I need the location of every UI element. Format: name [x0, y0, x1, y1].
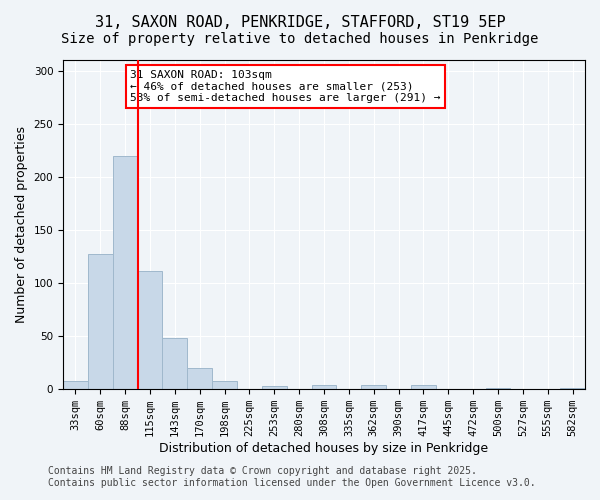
Bar: [137, 272, 163, 389]
Bar: [113, 156, 137, 389]
Bar: [63, 380, 88, 389]
Bar: [187, 368, 212, 389]
Bar: [163, 338, 187, 389]
Bar: [361, 385, 386, 389]
Bar: [88, 254, 113, 389]
Text: 31, SAXON ROAD, PENKRIDGE, STAFFORD, ST19 5EP: 31, SAXON ROAD, PENKRIDGE, STAFFORD, ST1…: [95, 15, 505, 30]
Text: Contains HM Land Registry data © Crown copyright and database right 2025.
Contai: Contains HM Land Registry data © Crown c…: [48, 466, 536, 487]
Bar: [560, 388, 585, 389]
Text: 31 SAXON ROAD: 103sqm
← 46% of detached houses are smaller (253)
53% of semi-det: 31 SAXON ROAD: 103sqm ← 46% of detached …: [130, 70, 440, 103]
Text: Size of property relative to detached houses in Penkridge: Size of property relative to detached ho…: [61, 32, 539, 46]
Bar: [212, 380, 237, 389]
Bar: [411, 385, 436, 389]
X-axis label: Distribution of detached houses by size in Penkridge: Distribution of detached houses by size …: [160, 442, 488, 455]
Bar: [262, 386, 287, 389]
Bar: [311, 385, 337, 389]
Bar: [485, 388, 511, 389]
Y-axis label: Number of detached properties: Number of detached properties: [15, 126, 28, 323]
